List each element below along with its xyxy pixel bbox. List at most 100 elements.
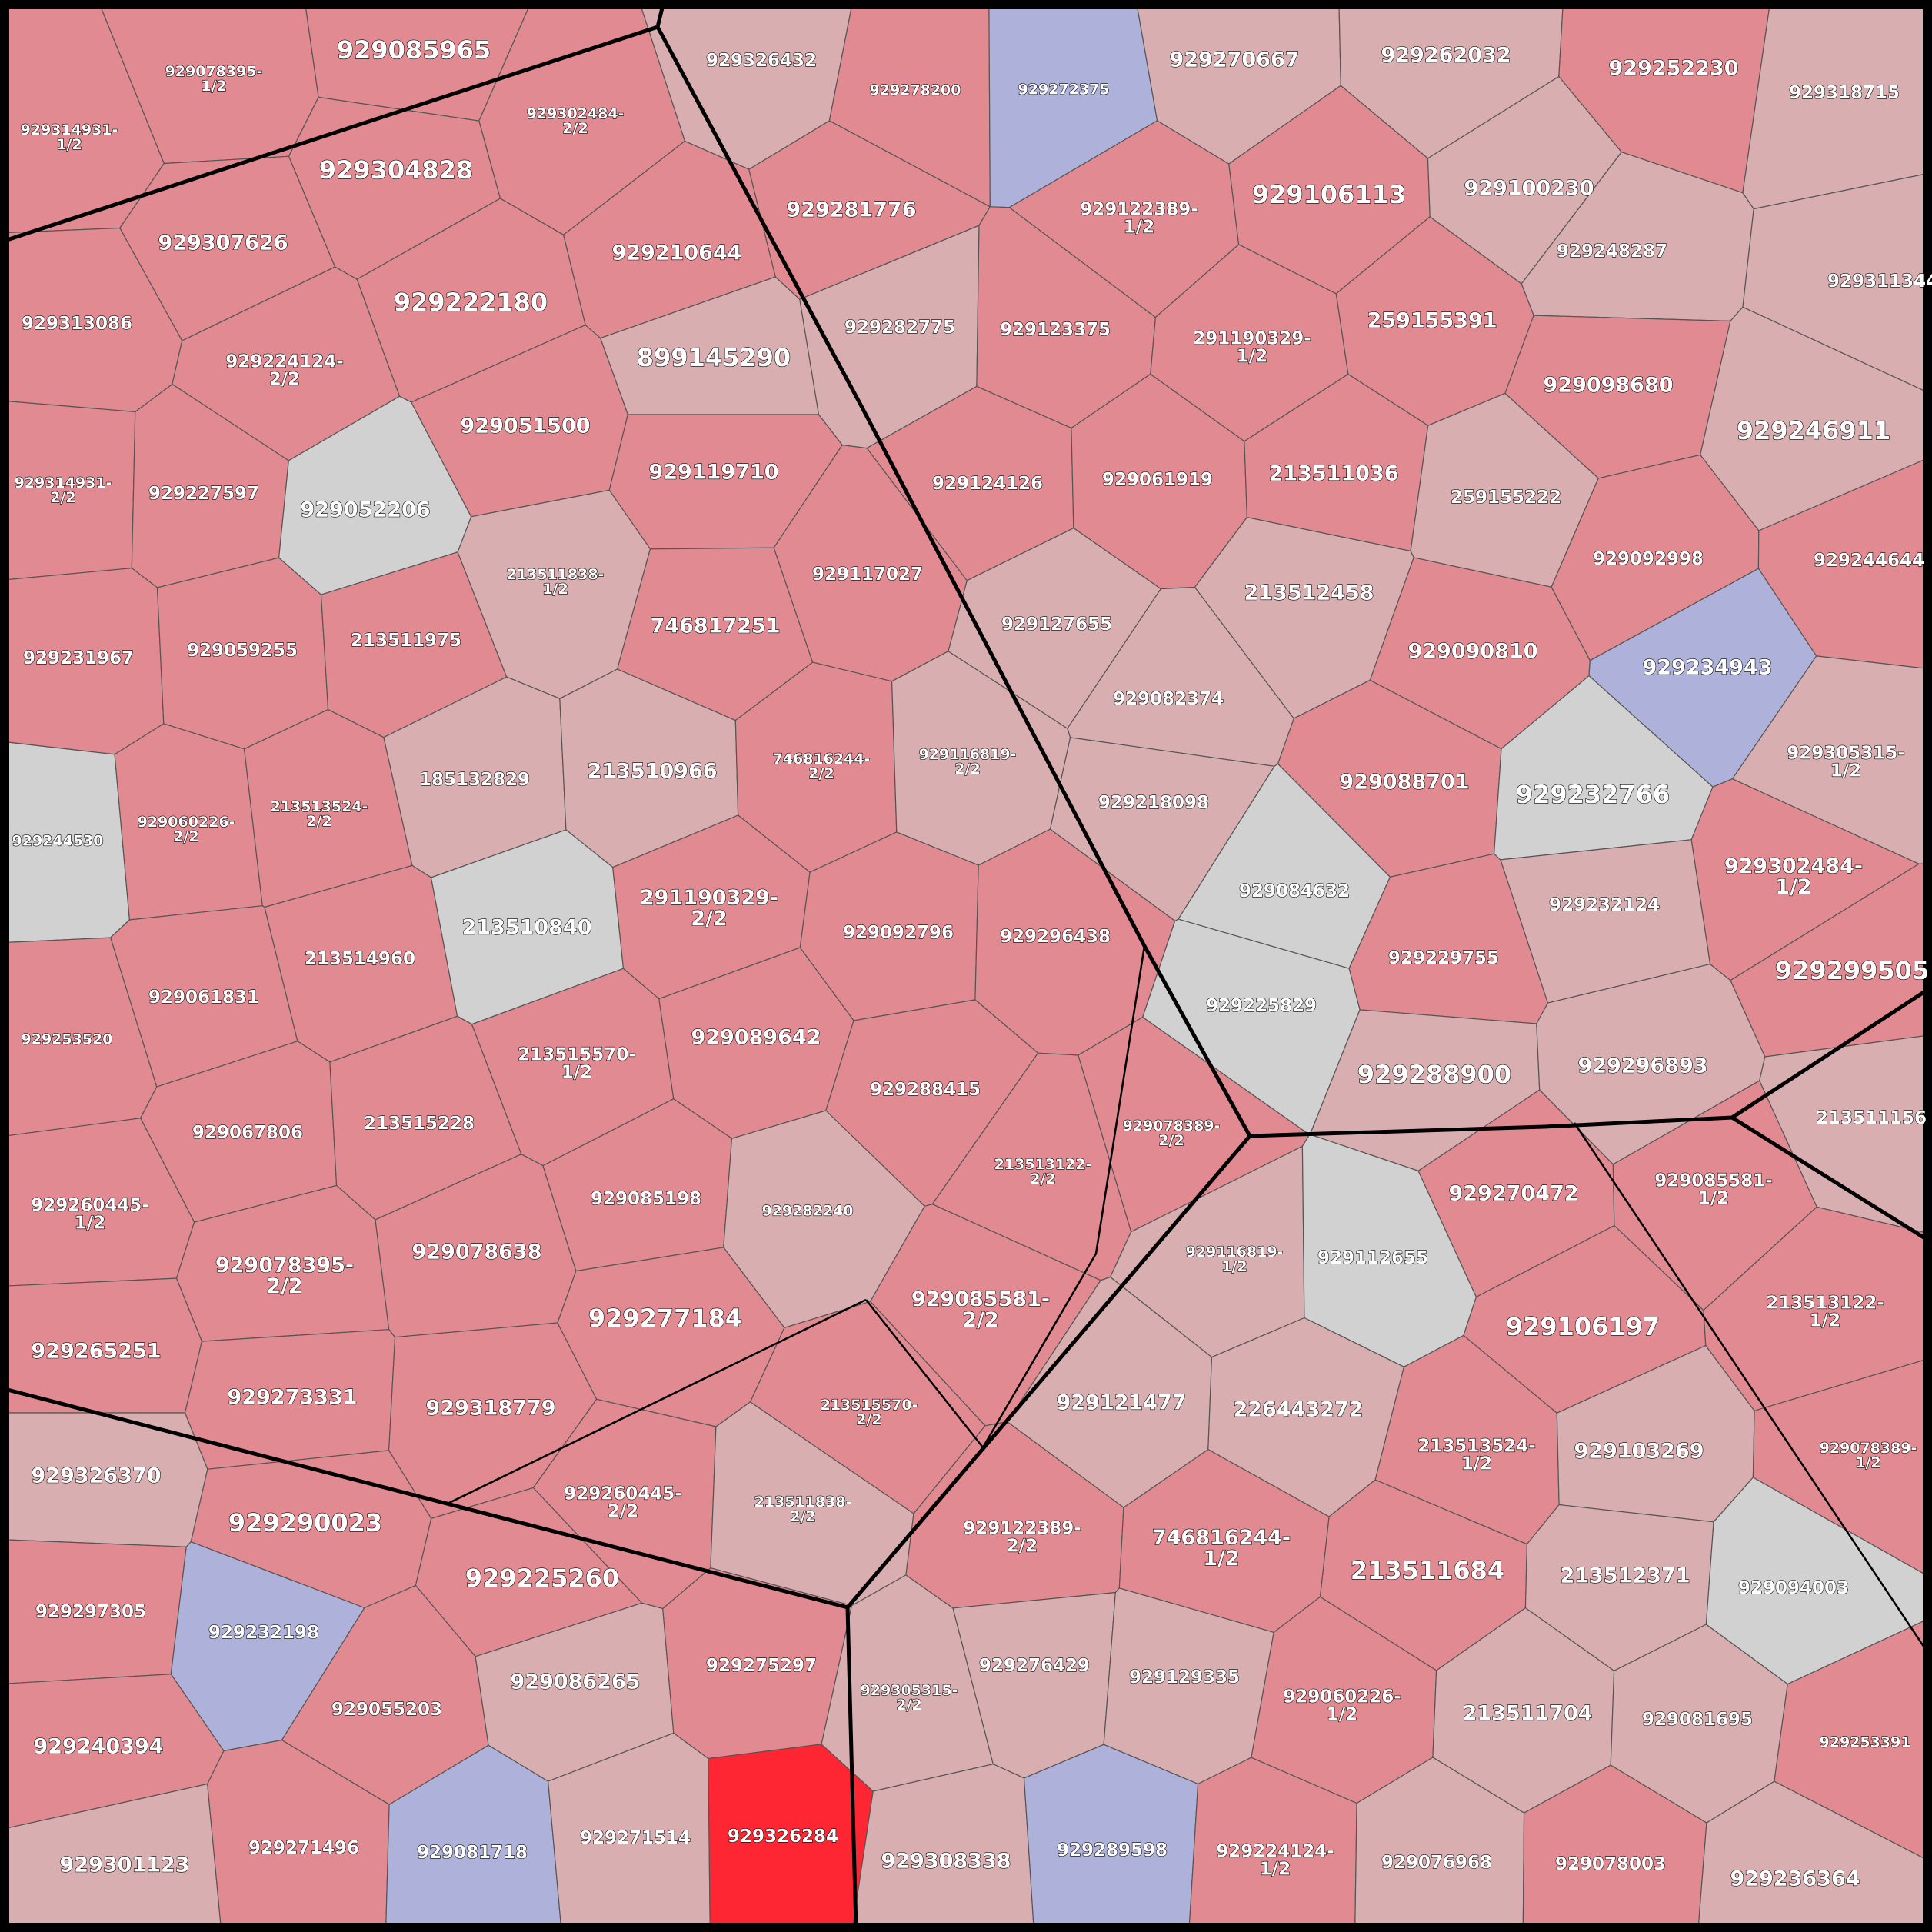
region-label: 929117027 [812,565,923,585]
region-label: 929052206 [300,498,430,522]
region-label: 213513122-2/2 [994,1156,1092,1188]
region-label: 929305315-2/2 [861,1682,958,1714]
region-label: 899145290 [637,343,791,372]
region-label: 929248287 [1557,242,1667,261]
region-label: 929084632 [1239,881,1350,901]
region-label: 929124126 [932,474,1043,494]
region-label: 929224124-1/2 [1216,1842,1334,1880]
region-label: 929086265 [510,1670,640,1694]
region-label: 929272375 [1018,82,1110,98]
region-label: 929081718 [417,1843,528,1863]
region-label: 929307626 [158,231,288,255]
region-cell[interactable] [1742,4,1928,210]
region-label: 929313086 [22,314,132,334]
region-label: 929116819-1/2 [1186,1244,1284,1275]
region-label: 213512458 [1244,581,1374,605]
region-labels: 929314931-1/2 929078395-1/2 929085965 92930… [12,35,1932,1891]
region-label: 929100230 [1464,176,1594,200]
region-label: 213514960 [305,949,415,969]
region-label: 929282775 [844,318,955,338]
region-label: 929265251 [31,1340,161,1364]
region-label: 746816244-2/2 [773,751,871,782]
region-label: 213513524-1/2 [1417,1437,1536,1474]
region-label: 929232198 [208,1623,319,1643]
region-label: 929270472 [1448,1182,1578,1206]
region-label: 929092796 [843,923,954,943]
region-label: 929078395-2/2 [215,1254,354,1298]
region-label: 213510966 [587,760,717,784]
region-label: 929129335 [1129,1667,1240,1687]
group-borders [4,4,1929,1928]
region-label: 929301123 [59,1853,189,1877]
region-label: 929252230 [1608,57,1738,81]
region-label: 929246911 [1737,416,1890,445]
region-label: 929311344 [1827,271,1932,291]
region-label: 929231967 [23,648,134,668]
region-label: 929222180 [394,288,548,317]
region-label: 929119710 [648,461,778,485]
region-label: 929103269 [1574,1440,1704,1464]
region-label: 929288900 [1357,1060,1511,1089]
region-label: 929273331 [227,1386,357,1410]
region-label: 291190329-2/2 [640,886,778,931]
region-label: 929122389-2/2 [963,1519,1081,1557]
region-label: 746817251 [650,615,780,638]
region-label: 929106197 [1506,1312,1660,1341]
region-label: 929318715 [1789,83,1900,103]
region-label: 929218098 [1098,793,1209,813]
region-label: 259155222 [1451,488,1561,508]
region-label: 929302484-2/2 [527,105,625,137]
region-label: 929271496 [248,1838,359,1858]
region-label: 929067806 [192,1123,303,1143]
group-border-center-split [981,945,1146,1448]
region-label: 213511838-2/2 [754,1494,852,1525]
region-label: 929275297 [706,1656,817,1676]
region-label: 929098680 [1543,373,1673,397]
region-label: 929085581-2/2 [911,1287,1050,1332]
region-label: 929061919 [1102,470,1213,490]
region-label: 213511156 [1816,1108,1927,1128]
region-label: 929055203 [331,1700,442,1720]
group-border-south-vertical [845,1607,858,1928]
region-label: 929281776 [786,198,916,222]
region-label: 929116819-2/2 [919,746,1017,778]
region-label: 929092998 [1593,549,1704,569]
region-label: 746816244-1/2 [1152,1526,1291,1571]
region-label: 213510840 [461,916,591,940]
region-label: 929277184 [588,1304,742,1333]
region-label: 929302484-1/2 [1724,854,1863,899]
region-label: 929229755 [1388,948,1499,968]
region-label: 929260445-1/2 [31,1196,149,1234]
region-label: 929090810 [1407,640,1537,664]
region-label: 929232766 [1516,780,1670,809]
region-label: 929305315-1/2 [1787,744,1905,781]
region-label: 929081695 [1642,1710,1753,1730]
group-border-east [1730,1115,1929,1242]
region-label: 929290023 [228,1508,382,1537]
region-label: 929078389-2/2 [1123,1118,1221,1149]
region-label: 213511838-1/2 [507,566,605,598]
group-border-center-mid [865,1299,984,1448]
region-label: 929253391 [1820,1734,1911,1751]
region-label: 929308338 [881,1849,1011,1873]
region-label: 291190329-1/2 [1193,329,1311,367]
region-label: 929326432 [706,51,817,71]
region-label: 929059255 [187,641,298,661]
region-label: 259155391 [1367,308,1497,332]
region-label: 929122389-1/2 [1080,200,1198,238]
region-cells [4,4,1928,1928]
region-label: 929276429 [979,1656,1090,1676]
region-label: 929278200 [870,82,961,99]
region-label: 929112655 [1317,1248,1428,1268]
region-label: 929227597 [148,484,259,504]
region-label: 213515570-1/2 [518,1045,636,1083]
region-label: 213513122-1/2 [1766,1294,1884,1331]
region-label: 929088701 [1339,771,1469,794]
region-label: 213515228 [364,1114,475,1134]
region-label: 929314931-1/2 [21,122,118,153]
region-label: 929123375 [1000,320,1111,340]
region-label: 213511684 [1351,1556,1504,1585]
region-label: 929236364 [1730,1867,1860,1890]
